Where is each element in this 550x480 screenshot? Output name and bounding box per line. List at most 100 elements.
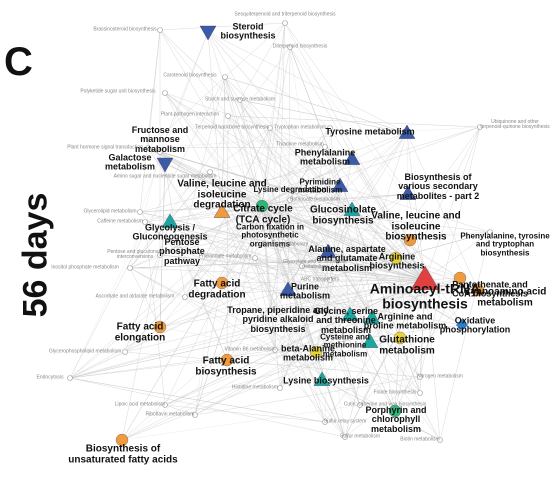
edge [124,205,263,353]
edge [209,146,326,173]
edge [227,115,353,211]
edge [224,22,286,78]
edge [289,46,479,291]
node [456,319,468,331]
node [215,276,229,290]
node-label: Plant-pathogen interaction [160,111,220,118]
node-label: Phenylalanine metabolism [294,147,356,167]
node-label: Glyoxylate and dicarboxylate metabolism [283,258,347,270]
edge [221,279,426,284]
edge [164,92,479,291]
edge [69,279,426,379]
node-label: Glycolysis / Gluconeogenesis [132,222,208,242]
edge [184,279,426,298]
node-label: Sulfur relay system [323,418,367,425]
edge [69,205,263,379]
edge [281,244,373,319]
node-label: beta-Alanine metabolism [280,343,335,363]
node [393,331,407,345]
node-label: Cyanoamino acid metabolism [463,286,547,308]
node-label: Porphyrin and chlorophyll metabolism [365,404,427,434]
edge [224,76,408,134]
node [255,199,269,213]
edge [301,265,426,281]
edge [164,163,426,281]
node-label: ABC transporters [300,276,340,283]
node [122,349,128,355]
node-label: Amino sugar and nucleotide sugar metabol… [113,173,217,180]
node-label: Riboflavin metabolism [145,411,195,418]
edge [409,239,463,326]
edge [164,92,271,237]
edge [424,231,491,281]
node [267,233,273,239]
edge [209,171,263,207]
edge [121,279,426,441]
edge [139,211,346,438]
node-label: Brassinosteroid biosynthesis [93,26,157,33]
node-label: Tryptophan metabolism [273,124,327,131]
node [319,243,337,258]
edge [369,126,481,343]
edge [147,147,426,281]
node-label: Histidine metabolism [231,384,279,391]
node-label: Glycerolipid metabolism [83,208,137,215]
edge [147,147,289,291]
edge [344,376,421,438]
node [417,374,423,380]
node [399,185,417,200]
edge [179,249,351,316]
edge [164,163,186,298]
node [313,371,331,386]
edge [121,309,271,441]
node-label: Glutathione metabolism [379,334,435,356]
node-label: Cysteine and methionine metabolism [320,332,370,359]
node-label: Lipoic acid metabolism [114,401,166,408]
node-label: Starch and sucrose metabolism [204,96,276,103]
edge [406,132,426,281]
edge [144,132,408,223]
edge [169,193,409,223]
node [199,25,217,41]
edge [269,289,479,311]
edge [261,205,463,326]
edge [164,337,401,406]
edge [69,199,291,379]
edge [221,146,326,284]
edge [147,147,353,211]
node [157,252,163,258]
edge [144,221,426,281]
edge [269,22,286,129]
edge [254,257,426,281]
edge [124,265,303,353]
edge [324,146,426,281]
edge [129,205,263,269]
node-label: Galactose metabolism [104,152,155,172]
edge [147,147,326,423]
edge [69,314,351,379]
edge [227,115,263,207]
edge [274,132,408,351]
edge [261,126,481,207]
node [279,281,297,296]
node [398,124,416,139]
node-label: Fatty acid elongation [114,321,166,343]
edge [289,46,346,438]
node [403,233,417,247]
edge [289,189,441,441]
edge [226,359,421,378]
edge [227,115,329,253]
edge [409,231,491,241]
node [213,203,231,218]
edge [261,205,421,378]
edge [254,205,263,259]
side-label: 56 days [16,192,55,318]
edge [349,314,396,412]
node-label: Terpenoid backbone biosynthesis [195,124,269,131]
node [137,209,143,215]
edge [129,267,161,328]
node-label: Sulfur metabolism [339,433,380,440]
edge [207,31,263,207]
edge [261,205,479,291]
